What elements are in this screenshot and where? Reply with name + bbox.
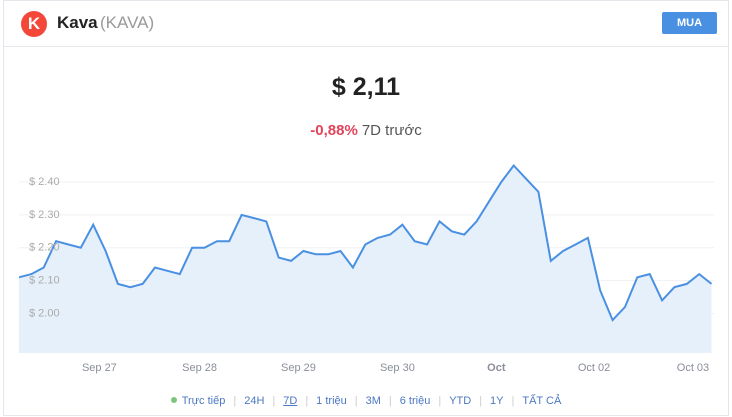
- separator: |: [479, 395, 483, 407]
- change-percent: -0,88%: [310, 122, 358, 139]
- range-option[interactable]: 1 triệu: [316, 395, 347, 407]
- price: $ 2,11: [331, 73, 401, 101]
- x-tick-label: Oct 02: [578, 362, 610, 374]
- price-widget: K Kava (KAVA) MUA $ 2,11 -0,88% 7D trước …: [3, 0, 729, 416]
- range-selector: Trực tiếp | 24H | 7D | 1 triệu | 3M | 6 triệu | YTD |…: [4, 395, 728, 407]
- x-tick-label: Oct: [487, 362, 506, 374]
- buy-button[interactable]: MUA: [662, 12, 717, 34]
- x-tick-label: Sep 30: [380, 362, 415, 374]
- x-tick-label: Sep 29: [281, 362, 316, 374]
- header: K Kava (KAVA) MUA: [4, 1, 728, 47]
- x-tick-label: Sep 28: [182, 362, 217, 374]
- separator: |: [305, 395, 309, 407]
- chart: $ 2.00 $ 2.10 $ 2.20 $ 2.30 $ 2.40 Sep 27 Sep …: [18, 154, 714, 374]
- y-tick-label: $ 2.40: [29, 176, 60, 188]
- separator: |: [511, 395, 515, 407]
- change-period: 7D trước: [361, 122, 422, 139]
- separator: |: [388, 395, 392, 407]
- range-option[interactable]: 7D: [283, 395, 298, 407]
- range-option[interactable]: 1Y: [490, 395, 504, 407]
- y-tick-label: $ 2.20: [29, 242, 60, 254]
- y-tick-label: $ 2.00: [29, 307, 60, 319]
- live-dot: [170, 397, 177, 403]
- range-option[interactable]: YTD: [449, 395, 472, 407]
- area: [19, 165, 712, 353]
- separator: |: [233, 395, 237, 407]
- coin-name: Kava: [57, 13, 98, 32]
- separator: |: [438, 395, 442, 407]
- x-tick-label: Sep 27: [82, 362, 117, 374]
- range-live[interactable]: Trực tiếp: [181, 395, 226, 407]
- range-option[interactable]: 3M: [365, 395, 381, 407]
- coin-symbol: (KAVA): [100, 13, 155, 32]
- separator: |: [354, 395, 358, 407]
- change: -0,88% 7D trước: [4, 122, 728, 139]
- price-line: [18, 163, 713, 322]
- range-option[interactable]: 6 triệu: [399, 395, 431, 407]
- logo: K: [21, 11, 47, 37]
- range-option[interactable]: TẤT CẢ: [522, 395, 562, 407]
- separator: |: [272, 395, 276, 407]
- x-tick-label: Oct 03: [677, 362, 709, 374]
- y-tick-label: $ 2.10: [29, 275, 60, 287]
- range-option[interactable]: 24H: [244, 395, 265, 407]
- y-tick-label: $ 2.30: [29, 209, 60, 221]
